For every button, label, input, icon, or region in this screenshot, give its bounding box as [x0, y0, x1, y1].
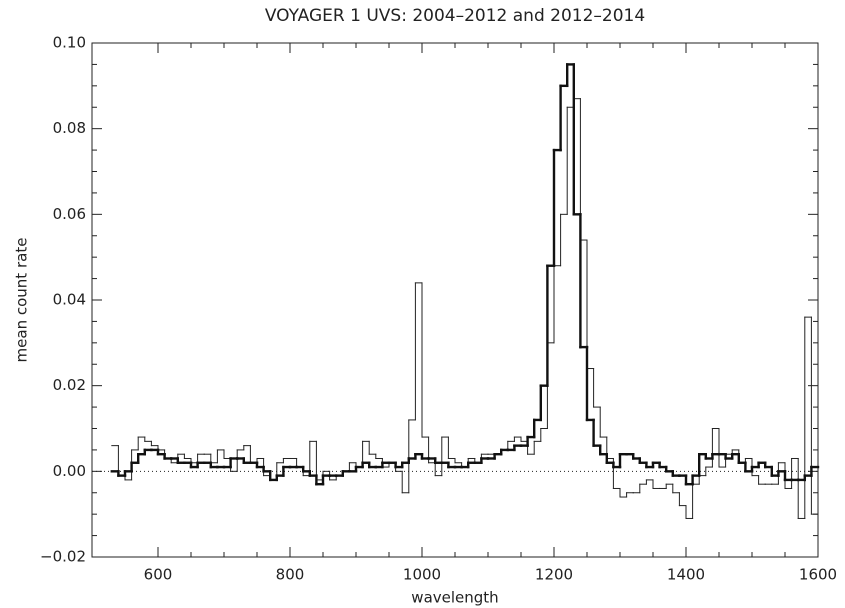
y-axis-label: mean count rate [13, 238, 31, 363]
x-tick-label: 800 [276, 566, 305, 584]
chart-title: VOYAGER 1 UVS: 2004–2012 and 2012–2014 [265, 6, 645, 26]
y-tick-label: 0.06 [53, 205, 86, 223]
y-tick-label: 0.04 [53, 291, 86, 309]
y-tick-label: 0.08 [53, 119, 86, 137]
x-tick-label: 1200 [535, 566, 573, 584]
y-tick-label: 0.00 [53, 462, 86, 480]
x-tick-label: 1600 [799, 566, 837, 584]
y-tick-label: −0.02 [40, 548, 86, 566]
y-tick-label: 0.10 [53, 34, 86, 52]
x-axis-label: wavelength [411, 589, 498, 607]
plot-frame [91, 42, 819, 558]
x-tick-label: 1400 [667, 566, 705, 584]
x-tick-label: 600 [144, 566, 173, 584]
x-tick-label: 1000 [403, 566, 441, 584]
y-tick-label: 0.02 [53, 376, 86, 394]
